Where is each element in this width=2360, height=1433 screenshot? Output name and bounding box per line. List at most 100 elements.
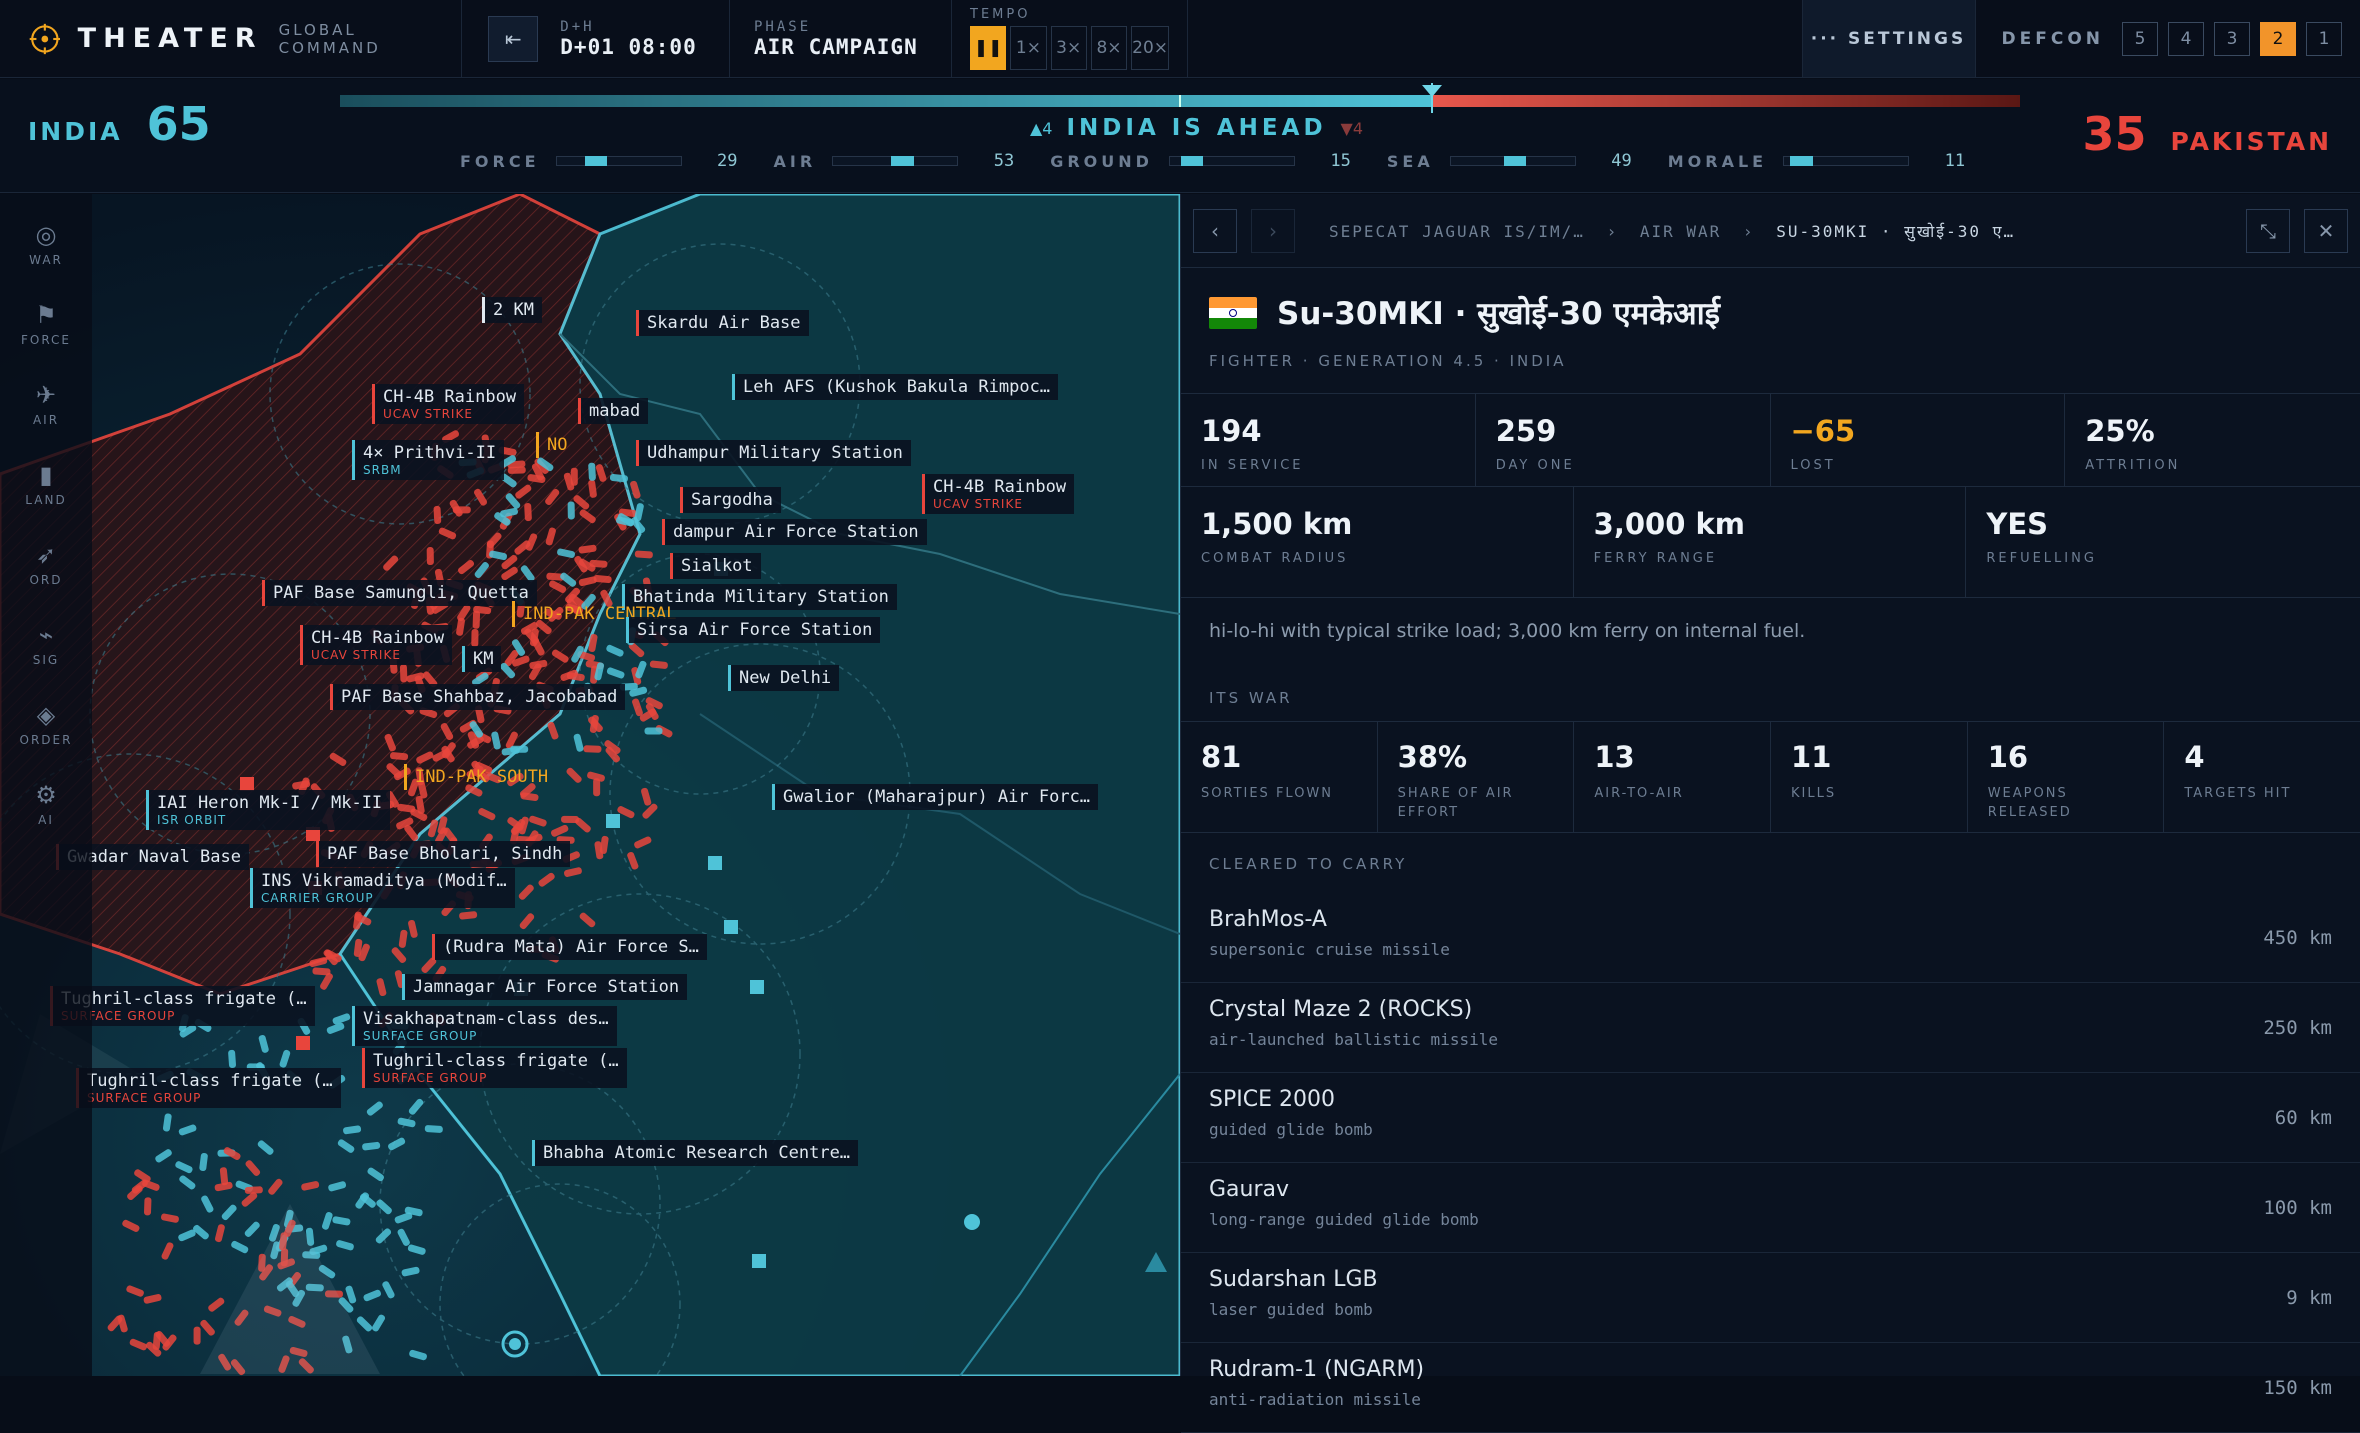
stat-value: 25% — [2085, 414, 2340, 448]
rail-item-force[interactable]: ⚑FORCE — [0, 284, 92, 364]
map-label[interactable]: PAF Base Bholari, Sindh — [316, 841, 570, 867]
rail-item-sig[interactable]: ⌁SIG — [0, 604, 92, 684]
map-label[interactable]: KM — [462, 646, 501, 672]
unit-marker[interactable] — [588, 463, 596, 481]
crumb-2[interactable]: AIR WAR — [1640, 222, 1721, 241]
weapon-range: 9 km — [2286, 1287, 2332, 1309]
unit-marker[interactable] — [312, 967, 330, 975]
map-label[interactable]: Visakhapatnam-class des…SURFACE GROUP — [352, 1006, 617, 1046]
map-label[interactable]: (Rudra Mata) Air Force S… — [432, 934, 707, 960]
map-label-title: Sirsa Air Force Station — [637, 620, 872, 640]
unit-marker[interactable] — [427, 547, 434, 565]
map-label[interactable]: mabad — [578, 398, 648, 424]
close-button[interactable]: ✕ — [2304, 209, 2348, 253]
metric-bar — [1450, 156, 1576, 166]
unit-marker[interactable] — [644, 727, 662, 734]
unit-marker[interactable] — [473, 611, 481, 629]
rail-item-land[interactable]: ▮LAND — [0, 444, 92, 524]
defcon-level-3[interactable]: 3 — [2214, 22, 2250, 56]
map-label[interactable]: INS Vikramaditya (Modif…CARRIER GROUP — [250, 868, 515, 908]
pakistan-name: PAKISTAN — [2171, 127, 2332, 156]
stat-label: KILLS — [1791, 784, 1947, 803]
map-label[interactable]: PAF Base Shahbaz, Jacobabad — [330, 684, 625, 710]
map-label[interactable]: Sialkot — [670, 553, 761, 579]
rail-item-order[interactable]: ◈ORDER — [0, 684, 92, 764]
map-label[interactable]: 2 KM — [482, 297, 542, 323]
unit-marker[interactable] — [245, 1186, 263, 1194]
map-label[interactable]: Leh AFS (Kushok Bakula Rimpoc… — [732, 374, 1058, 400]
map-label[interactable]: IND-PAK SOUTH — [404, 764, 556, 790]
unit-marker[interactable] — [400, 664, 408, 682]
weapon-row[interactable]: Crystal Maze 2 (ROCKS)air-launched balli… — [1181, 983, 2360, 1073]
expand-button[interactable]: ⤡ — [2246, 209, 2290, 253]
map-label[interactable]: Jamnagar Air Force Station — [402, 974, 687, 1000]
map-label[interactable]: Sargodha — [680, 487, 781, 513]
defcon-level-2[interactable]: 2 — [2260, 22, 2296, 56]
unit-marker[interactable] — [524, 503, 532, 521]
map-label[interactable]: New Delhi — [728, 665, 839, 691]
unit-marker[interactable] — [561, 816, 579, 823]
pause-button[interactable]: ❚❚ — [970, 26, 1006, 70]
unit-marker[interactable] — [425, 1125, 443, 1133]
theater-map[interactable]: 2 KM Skardu Air Base Leh AFS (Kushok Bakul… — [0, 194, 1180, 1376]
rail-item-air[interactable]: ✈AIR — [0, 364, 92, 444]
tempo-20x-button[interactable]: 20× — [1131, 26, 1169, 70]
map-label[interactable]: PAF Base Samungli, Quetta — [262, 580, 537, 606]
defcon-level-1[interactable]: 1 — [2306, 22, 2342, 56]
map-label[interactable]: Bhabha Atomic Research Centre… — [532, 1140, 858, 1166]
stat-label: TARGETS HIT — [2184, 784, 2340, 803]
tempo-3x-button[interactable]: 3× — [1051, 26, 1087, 70]
weapon-range: 450 km — [2263, 927, 2332, 949]
rail-item-ai[interactable]: ⚙AI — [0, 764, 92, 844]
unit-marker[interactable] — [583, 745, 601, 753]
unit-marker[interactable] — [471, 629, 478, 647]
unit-marker[interactable] — [144, 1197, 152, 1215]
map-label[interactable]: Tughril-class frigate (…SURFACE GROUP — [362, 1048, 627, 1088]
unit-marker[interactable] — [510, 746, 528, 753]
map-label[interactable]: NO — [536, 432, 575, 458]
map-label[interactable]: dampur Air Force Station — [662, 519, 927, 545]
map-label-title: mabad — [589, 401, 640, 421]
unit-marker[interactable] — [194, 1327, 201, 1345]
unit-marker[interactable] — [433, 506, 441, 524]
rewind-button[interactable]: ⇤ — [488, 16, 538, 62]
stat-label: LOST — [1791, 458, 2045, 473]
defcon-level-4[interactable]: 4 — [2168, 22, 2204, 56]
defcon-level-5[interactable]: 5 — [2122, 22, 2158, 56]
stat-label: DAY ONE — [1496, 458, 1750, 473]
map-label[interactable]: Gwalior (Maharajpur) Air Forc… — [772, 784, 1098, 810]
weapon-range: 150 km — [2263, 1377, 2332, 1399]
map-label[interactable]: Tughril-class frigate (…SURFACE GROUP — [76, 1068, 341, 1108]
settings-button[interactable]: ··· SETTINGS — [1802, 0, 1976, 77]
map-label[interactable]: Sirsa Air Force Station — [626, 617, 880, 643]
map-label[interactable]: Udhampur Military Station — [636, 440, 911, 466]
unit-marker[interactable] — [568, 501, 575, 519]
map-label-title: Bhabha Atomic Research Centre… — [543, 1143, 850, 1163]
unit-marker[interactable] — [635, 550, 653, 558]
map-label-title: CH-4B Rainbow — [933, 477, 1066, 497]
unit-marker[interactable] — [589, 560, 607, 568]
rail-item-war[interactable]: ◎WAR — [0, 204, 92, 284]
crumb-1[interactable]: SEPECAT JAGUAR IS/IM/… — [1329, 222, 1585, 241]
prev-button[interactable]: ‹ — [1193, 209, 1237, 253]
tempo-8x-button[interactable]: 8× — [1091, 26, 1127, 70]
tempo-1x-button[interactable]: 1× — [1010, 26, 1046, 70]
unit-marker[interactable] — [228, 1050, 236, 1068]
next-button[interactable]: › — [1251, 209, 1295, 253]
map-label[interactable]: Skardu Air Base — [636, 310, 809, 336]
map-label-title: Tughril-class frigate (… — [87, 1071, 333, 1091]
rail-item-ord[interactable]: ➶ORD — [0, 524, 92, 604]
map-label-sub: UCAV STRIKE — [383, 407, 516, 421]
